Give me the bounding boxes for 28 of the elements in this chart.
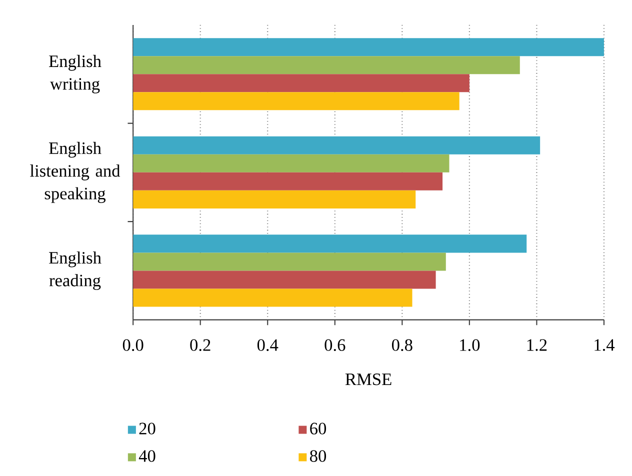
bar [133, 74, 470, 92]
x-tick-label: 0.8 [392, 339, 412, 352]
bar [133, 92, 460, 110]
y-tick-label: English listening and speaking [30, 142, 120, 204]
x-tick-label: 1.2 [527, 339, 547, 352]
legend-label: 60 [310, 422, 326, 434]
bar [133, 154, 450, 172]
x-tick-label: 0.0 [122, 339, 144, 352]
bar [133, 270, 436, 289]
legend-label: 20 [139, 422, 156, 434]
x-tick-label: 0.6 [324, 339, 346, 352]
bar [133, 190, 416, 208]
bar [133, 252, 446, 271]
bar [133, 56, 520, 74]
y-tick-label: English reading [49, 252, 102, 290]
x-axis-title: RMSE [345, 374, 392, 386]
bar [133, 172, 443, 190]
bar [133, 234, 527, 253]
x-tick-label: 0.4 [257, 339, 278, 352]
legend-label: 80 [310, 450, 326, 462]
bar [133, 136, 540, 154]
legend-label: 40 [138, 450, 156, 462]
bar [133, 38, 604, 56]
y-tick-label: English writing [49, 54, 102, 94]
x-tick-label: 1.0 [460, 339, 480, 352]
x-tick-label: 1.4 [594, 339, 615, 351]
bar [133, 288, 412, 307]
x-tick-label: 0.2 [190, 339, 210, 352]
